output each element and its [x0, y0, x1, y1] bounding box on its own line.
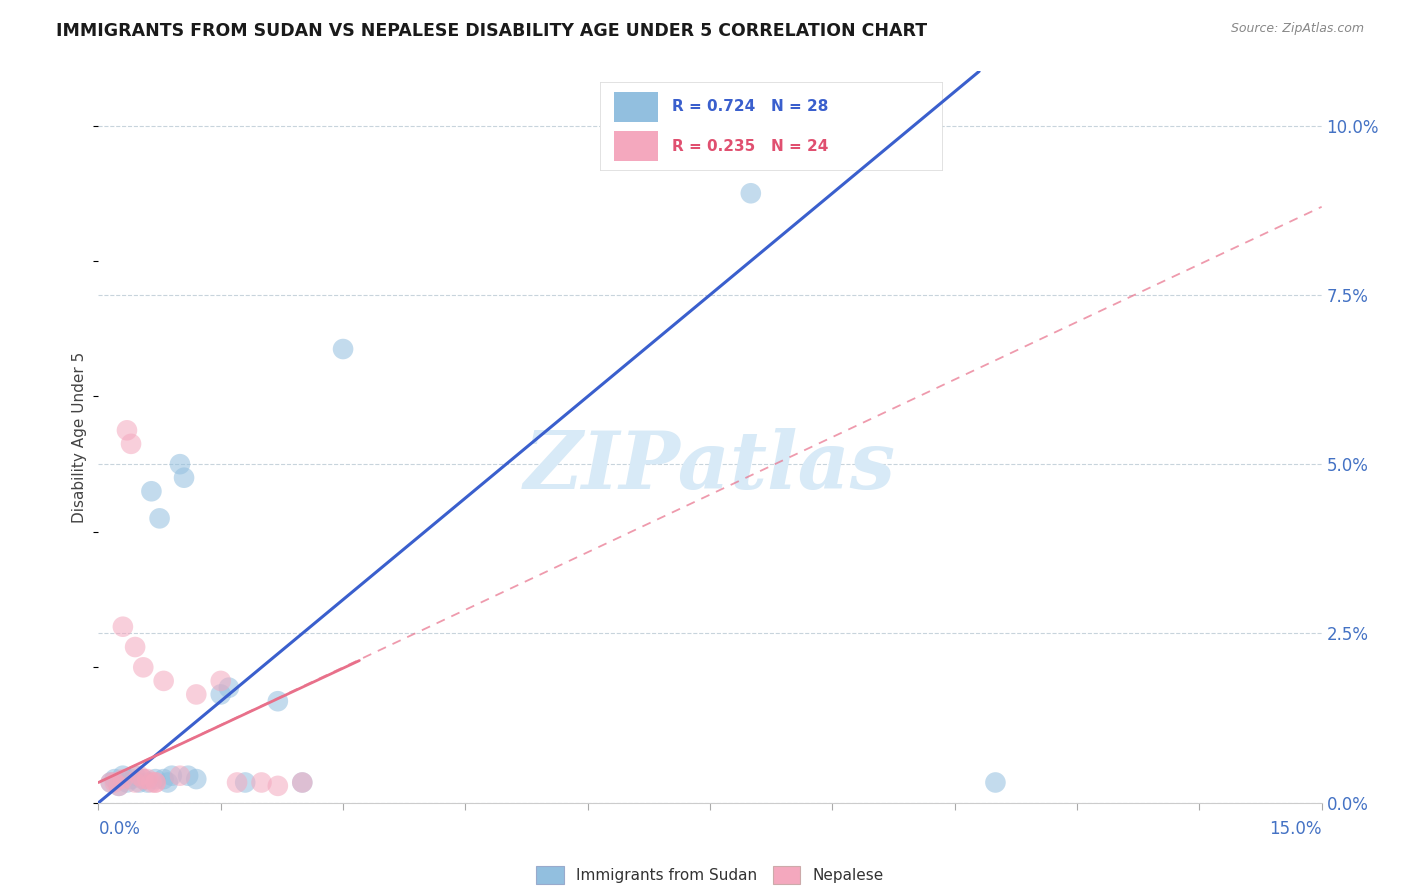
Point: [169, 769, 191, 783]
Point: [141, 484, 163, 499]
Point: [156, 775, 179, 789]
Point: [108, 779, 131, 793]
Point: [115, 775, 138, 789]
Point: [186, 772, 208, 786]
Point: [124, 640, 146, 654]
Point: [141, 775, 163, 789]
Point: [332, 342, 354, 356]
Point: [100, 775, 122, 789]
Text: ZIPatlas: ZIPatlas: [524, 427, 896, 505]
Point: [145, 775, 167, 789]
Legend: Immigrants from Sudan, Nepalese: Immigrants from Sudan, Nepalese: [530, 861, 890, 890]
Point: [209, 673, 232, 688]
Point: [740, 186, 762, 201]
Point: [250, 775, 273, 789]
Point: [104, 772, 127, 786]
Text: Source: ZipAtlas.com: Source: ZipAtlas.com: [1230, 22, 1364, 36]
Point: [233, 775, 256, 789]
Point: [169, 457, 191, 471]
Point: [124, 775, 146, 789]
Point: [152, 673, 174, 688]
Point: [108, 779, 131, 793]
Point: [136, 775, 159, 789]
Point: [124, 769, 146, 783]
Point: [111, 772, 134, 786]
Point: [152, 772, 174, 786]
Point: [115, 423, 138, 437]
Point: [100, 775, 122, 789]
Text: 0.0%: 0.0%: [98, 820, 141, 838]
Point: [173, 471, 195, 485]
Point: [111, 769, 134, 783]
Point: [120, 772, 142, 786]
Point: [120, 437, 142, 451]
Point: [132, 660, 155, 674]
Point: [145, 772, 167, 786]
Point: [132, 772, 155, 786]
Point: [160, 769, 183, 783]
Text: 15.0%: 15.0%: [1270, 820, 1322, 838]
Point: [291, 775, 314, 789]
Point: [145, 775, 167, 789]
Point: [104, 775, 127, 789]
Point: [132, 772, 155, 786]
Point: [186, 688, 208, 702]
Point: [128, 775, 150, 789]
Point: [267, 779, 290, 793]
Point: [149, 511, 172, 525]
Point: [209, 688, 232, 702]
Point: [984, 775, 1007, 789]
Point: [267, 694, 290, 708]
Y-axis label: Disability Age Under 5: Disability Age Under 5: [72, 351, 87, 523]
Point: [111, 620, 134, 634]
Point: [291, 775, 314, 789]
Point: [128, 769, 150, 783]
Point: [177, 769, 200, 783]
Point: [226, 775, 249, 789]
Text: IMMIGRANTS FROM SUDAN VS NEPALESE DISABILITY AGE UNDER 5 CORRELATION CHART: IMMIGRANTS FROM SUDAN VS NEPALESE DISABI…: [56, 22, 928, 40]
Point: [136, 772, 159, 786]
Point: [218, 681, 240, 695]
